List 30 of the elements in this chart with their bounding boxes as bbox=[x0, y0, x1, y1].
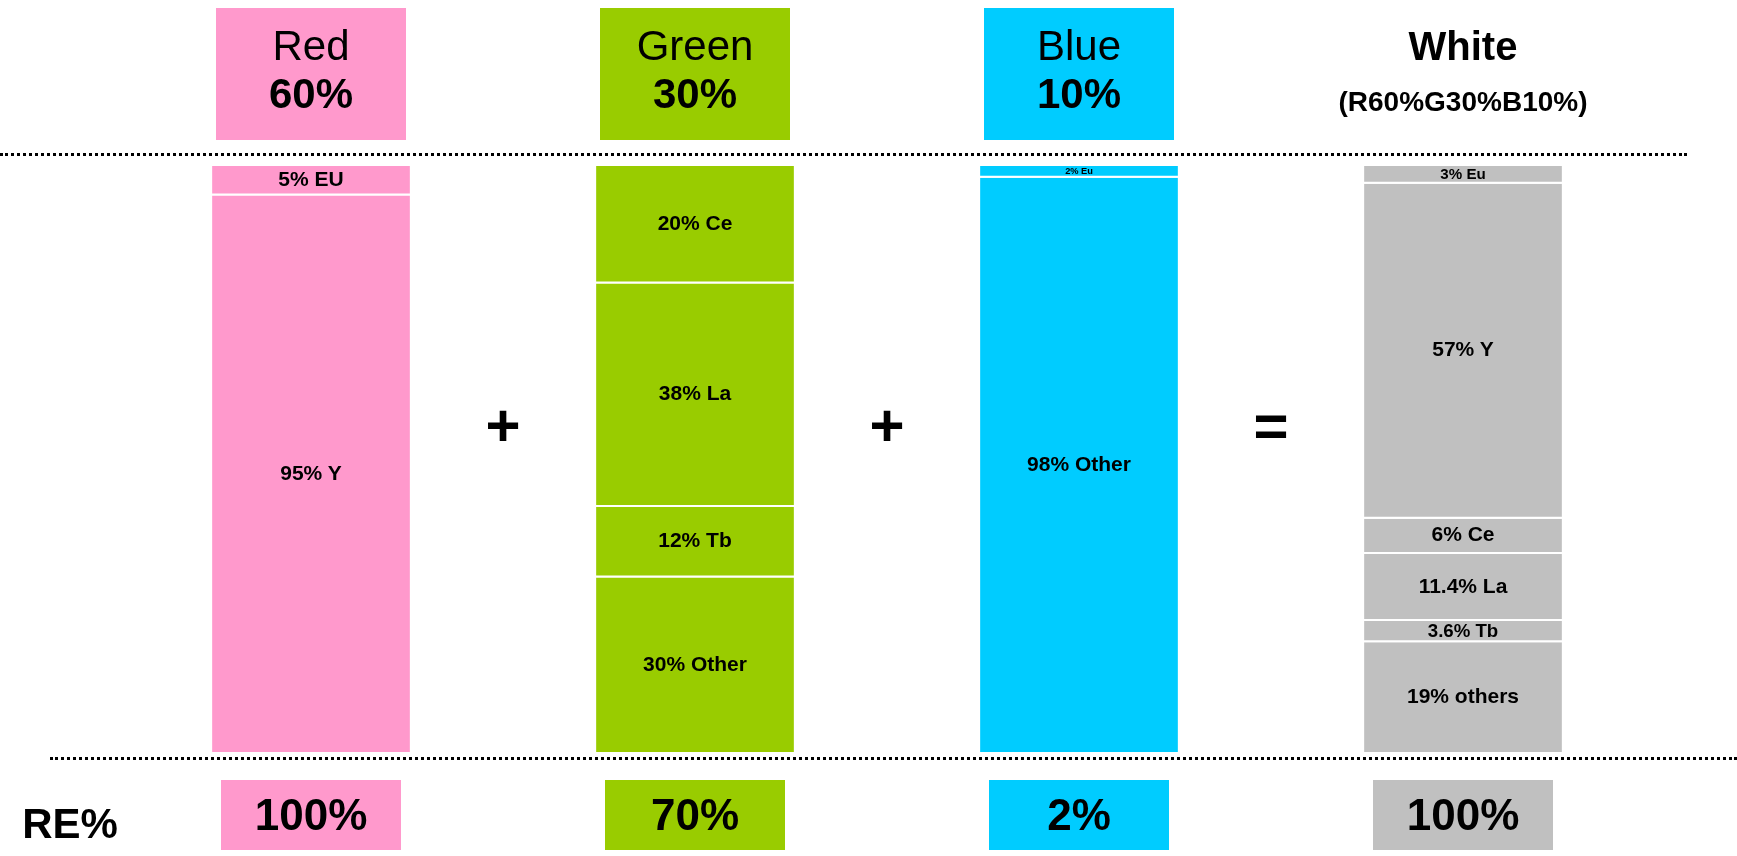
data-label: 6% Ce bbox=[1431, 522, 1495, 546]
data-label: 38% La bbox=[658, 381, 732, 405]
data-label: 12% Tb bbox=[658, 528, 732, 552]
x-tick-label: Green bbox=[635, 22, 755, 70]
text: 70% bbox=[605, 780, 785, 850]
data-label: 3.6% Tb bbox=[1427, 619, 1499, 641]
data-label: 11.4% La bbox=[1418, 573, 1508, 597]
text: 60% bbox=[267, 70, 355, 118]
text: 2% bbox=[989, 780, 1169, 850]
text: 10% bbox=[1035, 70, 1123, 118]
text: 30% bbox=[651, 70, 739, 118]
data-label: 20% Ce bbox=[657, 210, 733, 234]
annotation: + bbox=[868, 391, 906, 462]
text: 100% bbox=[1373, 780, 1553, 850]
x-tick-label: Red bbox=[271, 22, 351, 70]
text: RE% bbox=[21, 800, 119, 849]
data-label: 19% others bbox=[1406, 684, 1520, 708]
x-tick-label: White bbox=[1407, 23, 1519, 70]
data-label: 5% EU bbox=[278, 166, 344, 190]
annotation: = bbox=[1252, 391, 1290, 462]
data-label: 98% Other bbox=[1027, 451, 1131, 475]
data-label: 95% Y bbox=[280, 460, 342, 484]
text: 100% bbox=[221, 780, 401, 850]
x-tick-label: Blue bbox=[1035, 22, 1123, 70]
data-label: 2% Eu bbox=[1065, 165, 1094, 176]
data-label: 30% Other bbox=[643, 651, 747, 675]
annotation: + bbox=[484, 391, 522, 462]
data-label: 57% Y bbox=[1432, 337, 1494, 361]
data-label: 3% Eu bbox=[1440, 164, 1486, 182]
text: (R60%G30%B10%) bbox=[1337, 85, 1589, 119]
